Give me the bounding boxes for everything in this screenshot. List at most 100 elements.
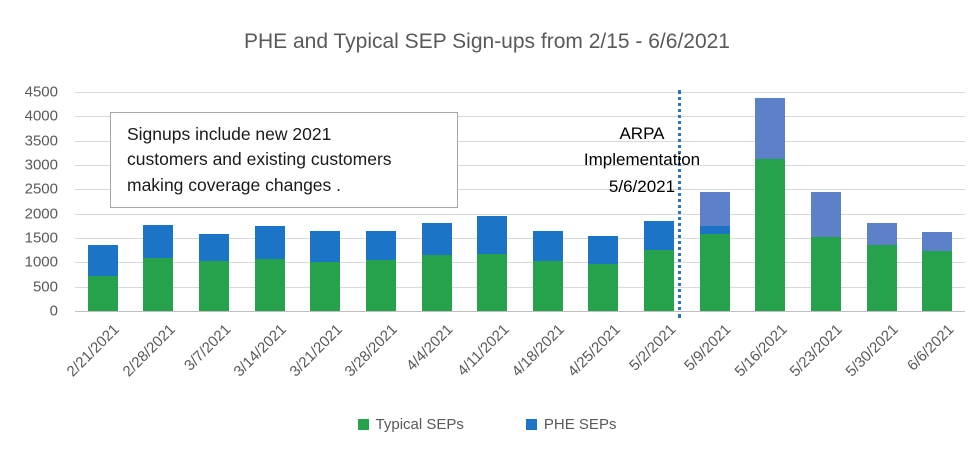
- typical-seps-segment: [922, 251, 953, 311]
- arpa-implementation-line: [678, 90, 682, 318]
- x-slot: 3/21/2021: [286, 317, 354, 407]
- typical-seps-segment: [199, 260, 230, 311]
- gridline: [75, 164, 965, 166]
- x-tick-label: 5/9/2021: [681, 321, 735, 375]
- bar-slot: [743, 92, 799, 311]
- stacked-bar: [532, 92, 563, 311]
- typical-seps-segment: [588, 263, 619, 311]
- typical-seps-segment: [532, 260, 563, 311]
- stacked-bar: [477, 92, 508, 311]
- legend-item: PHE SEPs: [525, 416, 616, 433]
- stacked-bar: [87, 92, 118, 311]
- phe-seps-segment: [143, 225, 174, 258]
- signups-note-box: Signups include new 2021 customers and e…: [110, 112, 458, 209]
- bar-slot: [186, 92, 242, 311]
- post-arpa-segment: [755, 98, 786, 160]
- bar-slot: [409, 92, 465, 311]
- typical-seps-segment: [87, 275, 118, 311]
- phe-seps-segment: [644, 220, 675, 251]
- phe-seps-segment: [254, 225, 285, 260]
- bar-slot: [75, 92, 131, 311]
- post-arpa-segment: [699, 191, 730, 226]
- x-slot: 4/18/2021: [509, 317, 576, 407]
- gridline: [75, 213, 965, 215]
- bar-slot: [687, 92, 743, 311]
- phe-seps-segment: [532, 231, 563, 261]
- legend-label: Typical SEPs: [375, 416, 464, 433]
- x-tick-label: 2/21/2021: [63, 321, 123, 381]
- y-tick-label: 1500: [24, 229, 58, 247]
- typical-seps-segment: [755, 159, 786, 311]
- legend: Typical SEPs PHE SEPs: [0, 416, 974, 433]
- stacked-bar: [866, 92, 897, 311]
- gridline: [75, 140, 965, 142]
- legend-swatch: [357, 419, 369, 430]
- bar-slot: [631, 92, 687, 311]
- x-slot: 2/21/2021: [64, 317, 131, 407]
- x-slot: 6/6/2021: [904, 317, 965, 407]
- stacked-bar: [365, 92, 396, 311]
- x-slot: 4/4/2021: [403, 317, 465, 407]
- x-slot: 5/9/2021: [681, 317, 743, 407]
- x-slot: 2/28/2021: [119, 317, 187, 407]
- x-tick-label: 4/4/2021: [403, 321, 457, 375]
- stacked-bar: [588, 92, 619, 311]
- y-tick-label: 3000: [24, 156, 58, 174]
- stacked-bar: [310, 92, 341, 311]
- x-slot: 3/28/2021: [342, 317, 409, 407]
- phe-seps-segment: [199, 234, 230, 261]
- gridline: [75, 92, 965, 93]
- typical-seps-segment: [866, 244, 897, 311]
- typical-seps-segment: [254, 259, 285, 311]
- phe-seps-segment: [421, 222, 452, 255]
- bar-slot: [242, 92, 298, 311]
- stacked-bar: [421, 92, 452, 311]
- y-tick-label: 0: [49, 302, 58, 320]
- phe-seps-segment: [699, 225, 730, 235]
- x-slot: 3/7/2021: [181, 317, 242, 407]
- x-slot: 5/2/2021: [626, 317, 687, 407]
- typical-seps-segment: [421, 254, 452, 311]
- stacked-bar: [755, 92, 786, 311]
- y-tick-label: 2500: [24, 180, 58, 198]
- post-arpa-segment: [866, 223, 897, 245]
- x-slot: 5/23/2021: [787, 317, 854, 407]
- stacked-bar: [199, 92, 230, 311]
- x-axis-labels: 2/21/2021 2/28/2021 3/7/2021 3/14/2021 3/21/…: [64, 317, 965, 407]
- stacked-bar: [143, 92, 174, 311]
- typical-seps-segment: [644, 250, 675, 311]
- typical-seps-segment: [365, 259, 396, 311]
- x-slot: 5/30/2021: [842, 317, 910, 407]
- stacked-bar: [644, 92, 675, 311]
- x-tick-label: 6/6/2021: [903, 321, 958, 375]
- bar-slot: [131, 92, 187, 311]
- bar-slot: [464, 92, 520, 311]
- stacked-bar: [254, 92, 285, 311]
- x-slot: 3/14/2021: [230, 317, 298, 407]
- typical-seps-segment: [310, 262, 341, 311]
- plot-area: [75, 90, 965, 318]
- y-tick-label: 4500: [24, 83, 58, 101]
- post-arpa-segment: [922, 231, 953, 252]
- bar-slot: [909, 92, 965, 311]
- y-tick-label: 3500: [24, 132, 58, 150]
- bar-slot: [520, 92, 576, 311]
- typical-seps-segment: [143, 257, 174, 311]
- typical-seps-segment: [810, 237, 841, 311]
- phe-seps-segment: [365, 230, 396, 260]
- bar-slot: [298, 92, 354, 311]
- typical-seps-segment: [699, 234, 730, 311]
- bar-slot: [353, 92, 409, 311]
- gridline: [75, 262, 965, 264]
- gridline: [75, 116, 965, 118]
- bar-slot: [576, 92, 632, 311]
- phe-seps-segment: [310, 230, 341, 263]
- phe-seps-segment: [477, 215, 508, 254]
- bar-slot: [798, 92, 854, 311]
- stacked-bar: [699, 92, 730, 311]
- gridline: [75, 286, 965, 288]
- bar-slot: [854, 92, 910, 311]
- x-tick-label: 3/7/2021: [180, 321, 235, 375]
- gridline: [75, 311, 965, 312]
